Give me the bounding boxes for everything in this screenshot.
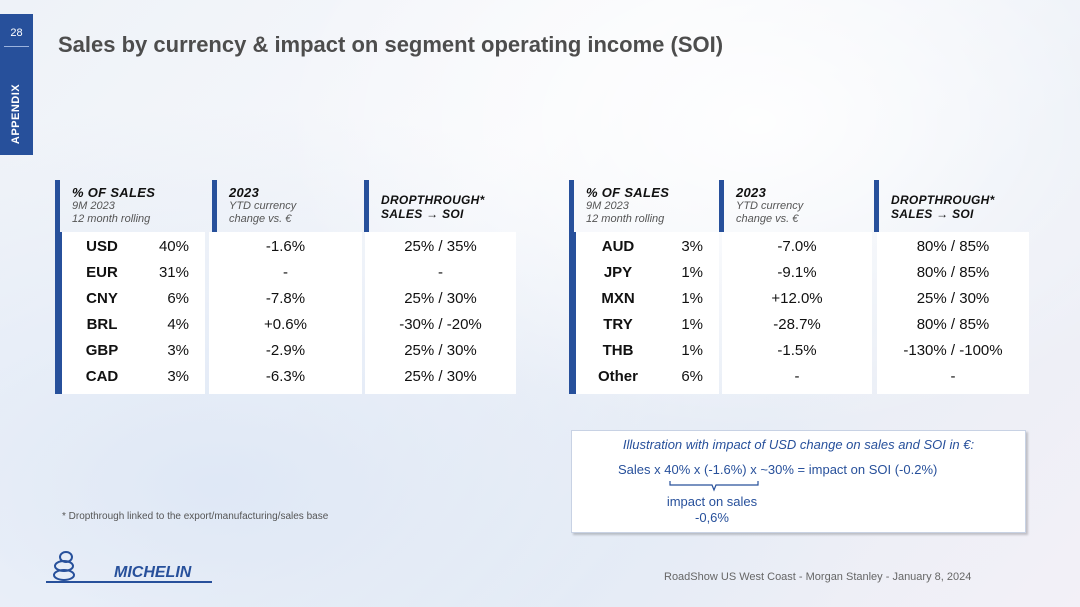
header-drop-title: DROPTHROUGH* SALES → SOI: [381, 193, 516, 221]
ytd-change: -1.5%: [777, 342, 817, 359]
ytd-change: -: [794, 368, 800, 385]
header-drop-line1: DROPTHROUGH*: [891, 193, 995, 207]
currency-code: BRL: [86, 316, 118, 333]
header-drop-line2: SALES → SOI: [381, 207, 464, 221]
sales-share: 6%: [167, 290, 189, 307]
header-drop-line2: SALES → SOI: [891, 207, 974, 221]
impact-on-sales-value: -0,6%: [695, 510, 729, 525]
currency-code: THB: [602, 342, 634, 359]
header-sales-sub1: 9M 2023: [72, 200, 115, 212]
dropthrough: -130% / -100%: [903, 342, 1003, 359]
sales-share: 1%: [681, 316, 703, 333]
header-drop: DROPTHROUGH* SALES → SOI: [364, 180, 516, 232]
sales-share: 4%: [167, 316, 189, 333]
dropthrough: 80% / 85%: [916, 264, 990, 281]
header-drop: DROPTHROUGH* SALES → SOI: [874, 180, 1029, 232]
sales-share: 3%: [167, 368, 189, 385]
currency-code: USD: [86, 238, 118, 255]
dropthrough: 80% / 85%: [916, 316, 990, 333]
ytd-change: -1.6%: [265, 238, 306, 255]
currency-code: MXN: [601, 290, 635, 307]
currency-code: TRY: [603, 316, 633, 333]
ytd-change: -6.3%: [265, 368, 306, 385]
ytd-change: -: [283, 264, 288, 281]
sales-share: 3%: [167, 342, 189, 359]
header-ytd-sub2: change vs. €: [736, 213, 799, 225]
currency-code: CAD: [85, 368, 119, 385]
dropthrough: 25% / 35%: [404, 238, 477, 255]
michelin-logo: MICHELIN: [46, 551, 212, 583]
sales-column: [576, 232, 719, 394]
sales-share: 40%: [158, 238, 189, 255]
page-title: Sales by currency & impact on segment op…: [58, 32, 724, 57]
sales-share: 6%: [681, 368, 703, 385]
brace: [669, 481, 759, 492]
impact-on-sales-line1: impact on sales: [666, 494, 758, 509]
sales-share: 1%: [681, 264, 703, 281]
currency-code: CNY: [86, 290, 118, 307]
header-sales-sub2: 12 month rolling: [586, 213, 665, 225]
divider: [4, 46, 29, 47]
header-drop-line1: DROPTHROUGH*: [381, 193, 485, 207]
header-drop-title: DROPTHROUGH* SALES → SOI: [891, 193, 1029, 221]
header-sales-title: % OF SALES: [586, 185, 670, 200]
header-ytd-sub1: YTD currency: [229, 200, 297, 212]
accent-bar: [55, 232, 62, 394]
ytd-change: -9.1%: [777, 264, 817, 281]
ytd-change: +12.0%: [771, 290, 823, 307]
footer-text: RoadShow US West Coast - Morgan Stanley …: [664, 571, 972, 583]
accent-bar: [569, 232, 576, 394]
ytd-change: -28.7%: [773, 316, 821, 333]
drop-column: [365, 232, 516, 394]
sales-share: 1%: [681, 290, 703, 307]
logo-text: MICHELIN: [114, 564, 192, 581]
drop-column: [877, 232, 1029, 394]
sales-share: 1%: [681, 342, 703, 359]
dropthrough: 25% / 30%: [404, 368, 477, 385]
footnote: * Dropthrough linked to the export/manuf…: [62, 511, 329, 522]
header-sales-sub2: 12 month rolling: [72, 213, 151, 225]
impact-on-sales-label: impact on sales -0,6%: [642, 494, 782, 526]
dropthrough: 25% / 30%: [916, 290, 990, 307]
ytd-change: +0.6%: [264, 316, 307, 333]
header-ytd-title: 2023: [229, 185, 260, 200]
illustration-formula: Sales x 40% x (-1.6%) x ~30% = impact on…: [618, 462, 938, 477]
header-ytd: 2023 YTD currency change vs. €: [719, 180, 869, 232]
dropthrough: -: [950, 368, 956, 385]
dropthrough: 80% / 85%: [916, 238, 990, 255]
header-ytd-sub1: YTD currency: [736, 200, 804, 212]
ytd-change: -2.9%: [265, 342, 306, 359]
currency-code: GBP: [85, 342, 119, 359]
page-number: 28: [10, 27, 23, 39]
ytd-column: [209, 232, 362, 394]
header-ytd: 2023 YTD currency change vs. €: [212, 180, 362, 232]
header-ytd-title: 2023: [736, 185, 767, 200]
header-sales-title: % OF SALES: [72, 185, 156, 200]
ytd-change: -7.0%: [777, 238, 817, 255]
ytd-column: [722, 232, 872, 394]
section-label: APPENDIX: [10, 83, 22, 145]
appendix-tab: [0, 14, 33, 155]
sales-share: 3%: [681, 238, 703, 255]
currency-code: AUD: [601, 238, 635, 255]
header-ytd-sub2: change vs. €: [229, 213, 292, 225]
ytd-change: -7.8%: [265, 290, 306, 307]
currency-code: EUR: [86, 264, 118, 281]
header-sales: % OF SALES 9M 2023 12 month rolling: [569, 180, 719, 232]
dropthrough: 25% / 30%: [404, 290, 477, 307]
sales-share: 31%: [158, 264, 189, 281]
dropthrough: 25% / 30%: [404, 342, 477, 359]
header-sales: % OF SALES 9M 2023 12 month rolling: [55, 180, 205, 232]
dropthrough: -30% / -20%: [399, 316, 482, 333]
header-sales-sub1: 9M 2023: [586, 200, 629, 212]
dropthrough: -: [438, 264, 443, 281]
usd-impact-illustration: Illustration with impact of USD change o…: [571, 430, 1026, 533]
illustration-title: Illustration with impact of USD change o…: [622, 437, 975, 452]
sales-column: [62, 232, 205, 394]
currency-code: Other: [597, 368, 638, 385]
currency-code: JPY: [603, 264, 633, 281]
